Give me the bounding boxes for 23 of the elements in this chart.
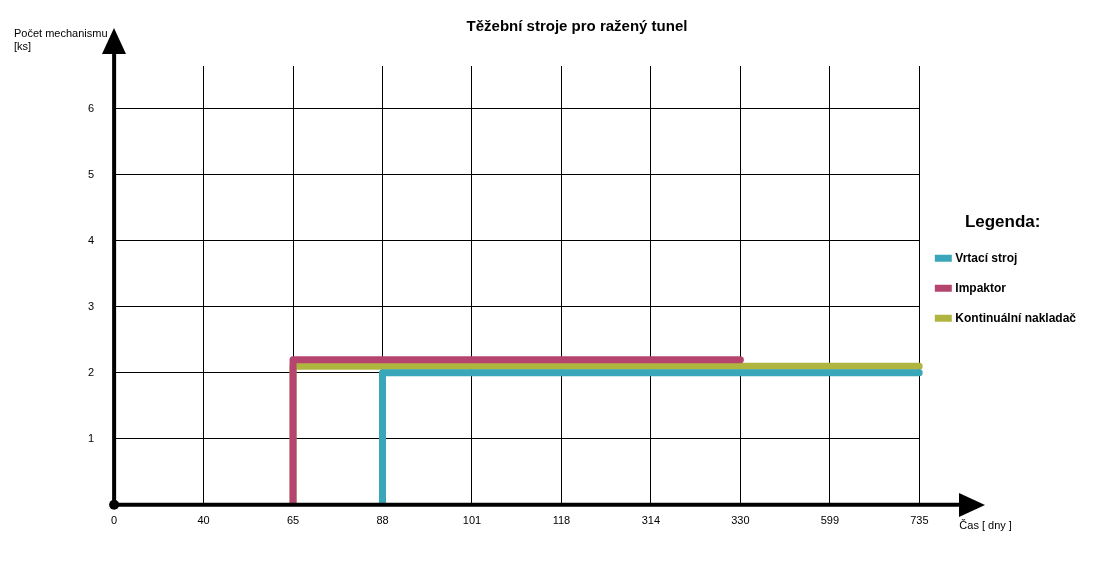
y-tick-label: 6 — [87, 101, 95, 114]
legend-title: Legenda: — [964, 211, 1041, 231]
x-tick-label: 65 — [286, 514, 300, 527]
x-tick-label: 330 — [731, 514, 750, 527]
x-tick-label: 88 — [376, 514, 389, 527]
x-tick-label: 735 — [910, 514, 929, 527]
y-tick-label: 5 — [87, 167, 95, 180]
x-tick-label: 599 — [820, 514, 840, 527]
legend-label: Kontinuální nakladač — [955, 310, 1077, 325]
x-tick-label: 40 — [197, 514, 210, 527]
y-tick-label: 4 — [87, 233, 95, 246]
x-axis-title: Čas [ dny ] — [959, 519, 1012, 532]
x-tick-label: 101 — [462, 514, 482, 527]
y-tick-label: 2 — [87, 365, 95, 378]
legend-label: Impaktor — [955, 280, 1007, 295]
y-tick-label: 3 — [87, 299, 95, 312]
y-axis-title: Počet mechanismu [ks] — [14, 26, 108, 52]
x-tick-label: 118 — [552, 514, 571, 527]
x-tick-label: 0 — [111, 514, 118, 527]
x-tick-label: 314 — [641, 514, 661, 527]
legend-label: Vrtací stroj — [955, 250, 1018, 265]
chart-title: Těžební stroje pro ražený tunel — [466, 17, 688, 35]
y-tick-label: 1 — [87, 431, 95, 444]
